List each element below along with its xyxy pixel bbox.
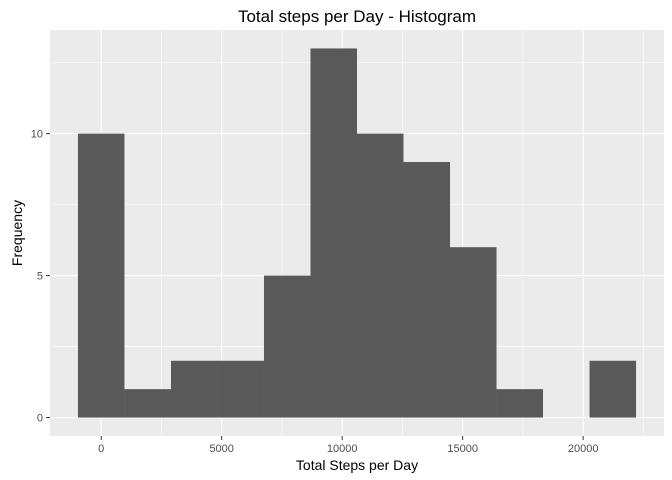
histogram-bars (77, 48, 637, 418)
axes: 0 5000 10000 15000 20000 0 5 10 (31, 129, 599, 455)
histogram-bar (496, 389, 544, 418)
histogram-bar (217, 360, 264, 418)
histogram-bar (357, 133, 404, 418)
y-axis-title: Frequency (9, 200, 25, 266)
x-tick-label: 5000 (209, 443, 233, 455)
x-tick-label: 20000 (568, 443, 599, 455)
chart-title: Total steps per Day - Histogram (238, 7, 476, 26)
x-tick-label: 15000 (447, 443, 478, 455)
histogram-bar (310, 48, 357, 418)
histogram-bar (450, 247, 497, 418)
histogram-bar (263, 275, 311, 418)
histogram-bar (170, 360, 218, 418)
histogram-bar (589, 360, 637, 418)
y-tick-label: 5 (37, 271, 43, 283)
x-tick-label: 0 (98, 443, 104, 455)
x-tick-label: 10000 (327, 443, 358, 455)
histogram-bar (77, 133, 125, 418)
y-tick-label: 10 (31, 129, 43, 141)
histogram-bar (124, 389, 171, 418)
x-axis-title: Total Steps per Day (296, 457, 418, 473)
histogram-bar (403, 162, 451, 418)
y-tick-label: 0 (37, 413, 43, 425)
